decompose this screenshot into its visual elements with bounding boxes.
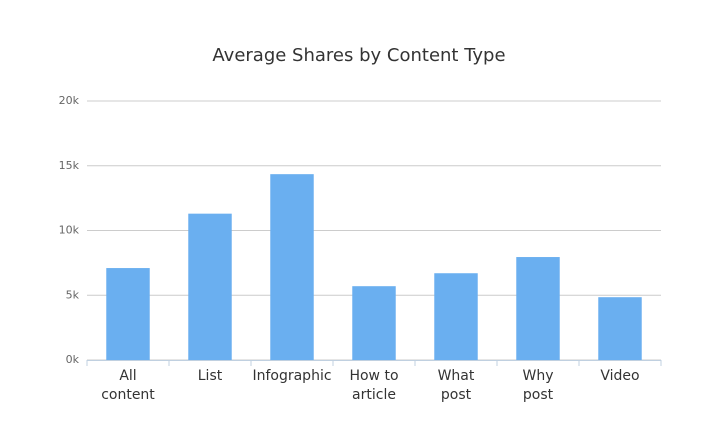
x-tick-label: Video xyxy=(600,368,640,384)
bar xyxy=(106,268,150,360)
bar xyxy=(270,174,314,360)
y-tick-label: 5k xyxy=(66,288,80,301)
bar xyxy=(434,273,478,360)
bar xyxy=(516,257,560,360)
x-tick-label: Infographic xyxy=(252,368,332,384)
y-tick-label: 15k xyxy=(59,159,80,172)
bar xyxy=(598,297,642,360)
x-tick-label: How to article xyxy=(349,368,399,403)
x-tick-label: Why post xyxy=(522,368,554,403)
bar xyxy=(352,286,396,360)
bar xyxy=(188,213,232,360)
y-tick-label: 0k xyxy=(66,353,80,366)
y-tick-label: 20k xyxy=(59,94,80,107)
y-tick-label: 10k xyxy=(59,224,80,237)
chart-title: Average Shares by Content Type xyxy=(212,45,505,66)
x-tick-label: What post xyxy=(437,368,475,403)
x-tick-label: All content xyxy=(101,368,155,403)
x-tick-label: List xyxy=(197,368,223,384)
